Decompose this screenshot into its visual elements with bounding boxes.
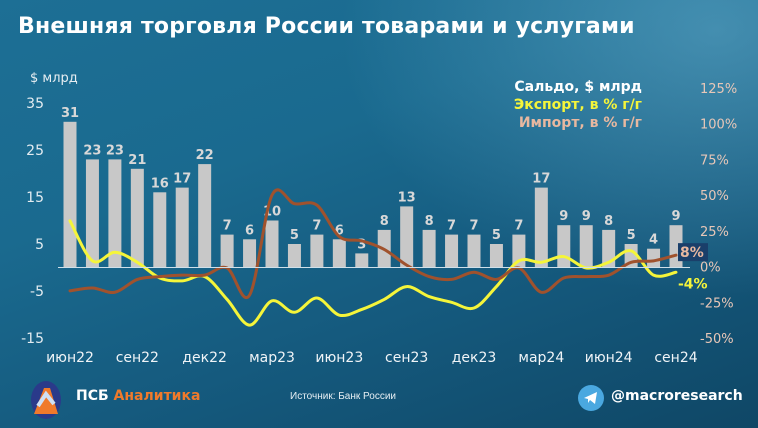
brand-psb: ПСБ [76, 388, 109, 404]
right-tick-125%: 125% [700, 82, 737, 97]
bar-label-авг23: 8 [380, 214, 389, 229]
bar-label-авг22: 23 [106, 143, 124, 158]
import-line [68, 188, 678, 300]
x-tick-дек22: дек22 [182, 350, 227, 366]
bar-label-фев23: 6 [245, 223, 254, 238]
bar-label-сен23: 13 [398, 190, 416, 205]
bar-окт22 [153, 192, 167, 268]
bar-label-июн23: 6 [335, 223, 344, 238]
right-tick-0%: 0% [700, 261, 721, 276]
x-tick-июн24: июн24 [585, 350, 633, 366]
bar-label-окт22: 16 [151, 176, 169, 191]
right-tick-100%: 100% [700, 118, 737, 133]
x-tick-мар24: мар24 [518, 350, 564, 366]
x-tick-мар23: мар23 [249, 350, 295, 366]
bar-label-апр23: 5 [290, 228, 299, 243]
bar-апр24 [557, 225, 571, 268]
export-end-label: -4% [678, 276, 708, 292]
bar-label-окт23: 8 [425, 214, 434, 229]
legend-export: Экспорт, в % г/г [514, 97, 642, 113]
bar-label-авг24: 4 [649, 233, 658, 248]
right-tick--25%: -25% [700, 296, 734, 311]
bar-label-дек23: 7 [469, 219, 478, 234]
x-tick-июн23: июн23 [315, 350, 363, 366]
left-tick-25: 25 [26, 143, 44, 159]
brand-analytics: Аналитика [113, 388, 201, 404]
bar-июн23 [332, 239, 346, 268]
import-end-label: 8% [680, 245, 704, 261]
source-note: Источник: Банк России [290, 391, 397, 402]
bar-янв23 [220, 234, 234, 268]
bar-мар24 [534, 187, 548, 268]
x-tick-дек23: дек23 [452, 350, 497, 366]
bar-авг22 [108, 159, 122, 268]
left-tick--5: -5 [30, 284, 44, 300]
bar-label-апр24: 9 [559, 209, 568, 224]
chart-title: Внешняя торговля России товарами и услуг… [18, 14, 635, 39]
bar-дек23 [467, 234, 481, 268]
bar-label-ноя22: 17 [173, 172, 191, 187]
bar-апр23 [287, 244, 301, 268]
right-tick--50%: -50% [700, 332, 734, 347]
x-tick-июн22: июн22 [46, 350, 94, 366]
bar-label-май24: 9 [582, 209, 591, 224]
right-tick-75%: 75% [700, 153, 729, 168]
bar-label-мар24: 17 [532, 172, 550, 187]
bar-сен22 [130, 168, 144, 268]
left-tick-5: 5 [35, 237, 44, 253]
psb-logo-icon [31, 381, 61, 419]
telegram-icon[interactable] [578, 385, 604, 411]
bar-label-сен24: 9 [671, 209, 680, 224]
bar-фев23 [243, 239, 257, 268]
legend-saldo: Сальдо, $ млрд [514, 79, 642, 95]
right-tick-25%: 25% [700, 225, 729, 240]
bar-label-июн24: 8 [604, 214, 613, 229]
bar-label-июл22: 23 [83, 143, 101, 158]
bar-label-дек22: 22 [196, 148, 214, 163]
left-tick-15: 15 [26, 190, 44, 206]
x-tick-сен24: сен24 [654, 350, 697, 366]
bar-июл22 [85, 159, 99, 268]
legend-import: Импорт, в % г/г [519, 115, 642, 131]
bar-ноя22 [175, 187, 189, 268]
left-tick--15: -15 [21, 331, 44, 347]
left-axis-label: $ млрд [30, 71, 78, 86]
bar-янв24 [489, 244, 503, 268]
bar-июл23 [355, 253, 369, 268]
left-tick-35: 35 [26, 96, 44, 112]
x-tick-сен23: сен23 [385, 350, 428, 366]
bar-label-июл24: 5 [627, 228, 636, 243]
bar-июн24 [602, 229, 616, 268]
bar-май24 [579, 225, 593, 268]
export-line [68, 219, 678, 327]
bar-label-фев24: 7 [514, 219, 523, 234]
right-tick-50%: 50% [700, 189, 729, 204]
bar-label-июн22: 31 [61, 106, 79, 121]
bar-июн22 [63, 121, 77, 268]
bar-мар23 [265, 220, 279, 268]
bar-label-янв23: 7 [223, 219, 232, 234]
bar-сен23 [400, 206, 414, 268]
bar-окт23 [422, 229, 436, 268]
bar-label-май23: 7 [312, 219, 321, 234]
bar-label-июл23: 3 [357, 237, 366, 252]
telegram-handle[interactable]: @macroresearch [611, 388, 743, 404]
bar-дек22 [198, 164, 212, 268]
bar-май23 [310, 234, 324, 268]
bar-label-сен22: 21 [128, 153, 146, 168]
import-end-label-box [678, 243, 708, 262]
brand-name: ПСБ Аналитика [76, 388, 200, 404]
x-tick-сен22: сен22 [116, 350, 159, 366]
bar-ноя23 [445, 234, 459, 268]
bar-авг24 [647, 248, 661, 268]
bar-label-ноя23: 7 [447, 219, 456, 234]
bar-label-янв24: 5 [492, 228, 501, 243]
